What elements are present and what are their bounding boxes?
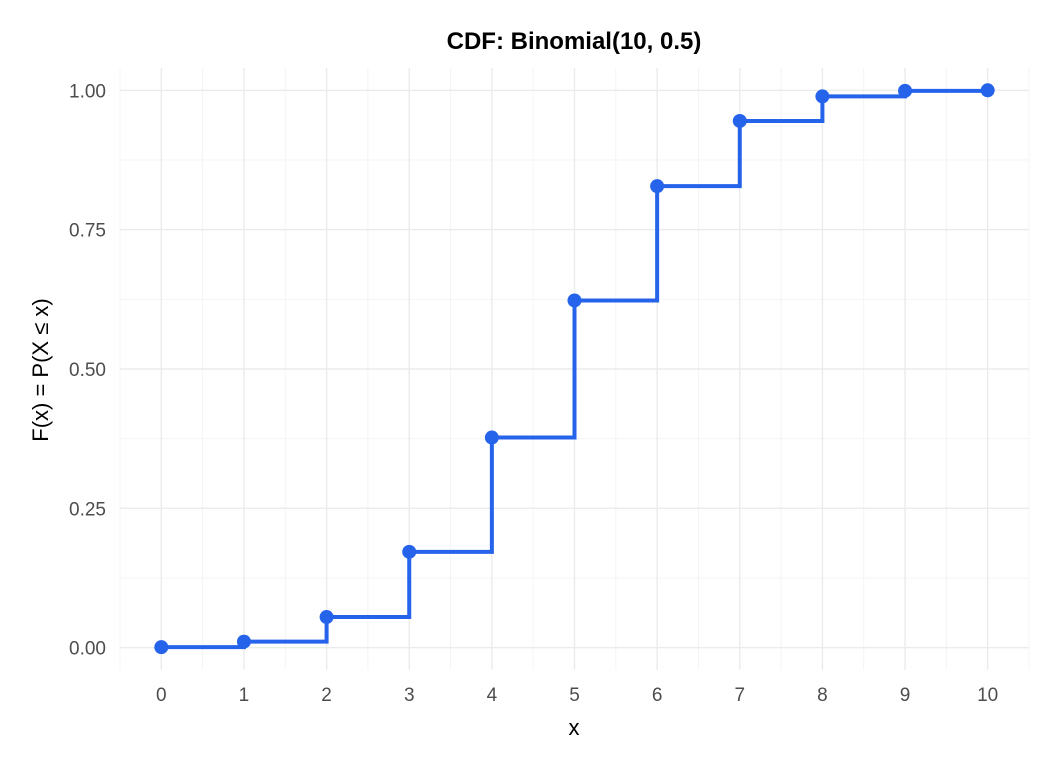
cdf-point	[567, 293, 582, 308]
x-tick-label: 3	[404, 685, 415, 706]
tick-labels: 0 1 2 3 4 5 6 7 8 9 10 0.00 0.25 0.50 0.75 1.00	[69, 81, 998, 706]
y-tick-label: 0.00	[69, 639, 106, 660]
cdf-point	[154, 640, 169, 655]
x-tick-label: 9	[900, 685, 911, 706]
cdf-point	[980, 83, 995, 98]
x-axis-title: x	[569, 715, 580, 740]
x-tick-label: 0	[156, 685, 167, 706]
cdf-point	[815, 89, 830, 104]
x-tick-label: 7	[734, 685, 745, 706]
cdf-point	[650, 179, 665, 194]
x-tick-label: 4	[487, 685, 498, 706]
x-tick-label: 2	[321, 685, 332, 706]
cdf-point	[236, 634, 251, 649]
x-tick-label: 5	[569, 685, 580, 706]
cdf-point	[319, 610, 334, 625]
x-tick-label: 10	[977, 685, 998, 706]
y-tick-label: 0.25	[69, 499, 106, 520]
x-tick-label: 6	[652, 685, 663, 706]
y-tick-label: 1.00	[69, 81, 106, 102]
cdf-point	[402, 544, 417, 559]
chart-title: CDF: Binomial(10, 0.5)	[447, 28, 702, 55]
x-tick-label: 8	[817, 685, 828, 706]
cdf-point	[898, 83, 913, 98]
cdf-point	[484, 430, 499, 445]
cdf-point	[732, 113, 747, 128]
y-tick-label: 0.50	[69, 360, 106, 381]
y-tick-label: 0.75	[69, 221, 106, 242]
series	[154, 83, 995, 655]
y-axis-title: F(x) = P(X ≤ x)	[28, 298, 53, 441]
x-tick-label: 1	[239, 685, 250, 706]
